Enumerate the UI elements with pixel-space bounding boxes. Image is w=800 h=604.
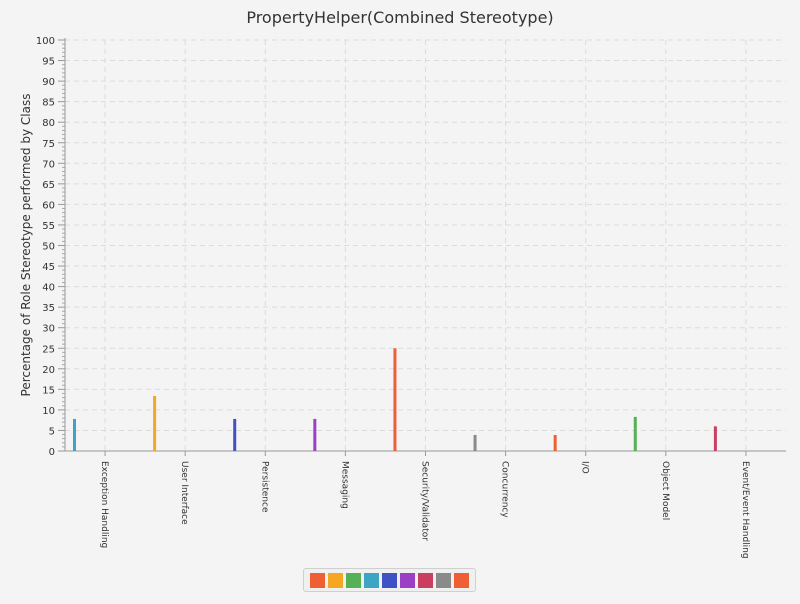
y-tick-label: 100: [36, 36, 55, 47]
y-axis-label: Percentage of Role Stereotype performed …: [19, 94, 33, 397]
bar: [713, 426, 717, 451]
bar: [73, 418, 76, 451]
y-tick-label: 55: [42, 221, 55, 232]
y-tick-label: 80: [42, 118, 55, 129]
legend-swatch: [364, 572, 379, 588]
grid: [65, 39, 786, 451]
y-tick-label: 0: [49, 447, 55, 458]
axes: 0 5 10 15 20 25 30 35 40 45 50 55 60 65 70 75 80 85 90 95 10…: [36, 36, 786, 458]
bars: [73, 348, 717, 451]
legend-swatch: [454, 572, 469, 588]
x-tick-label: Concurrency: [500, 461, 510, 518]
legend-swatch: [346, 572, 361, 588]
y-tick-label: 85: [42, 98, 55, 109]
y-tick-label: 25: [42, 344, 55, 355]
y-tick-label: 60: [42, 200, 55, 211]
chart-title: PropertyHelper(Combined Stereotype): [246, 8, 553, 27]
y-tick-label: 70: [42, 159, 55, 170]
legend-swatch: [382, 572, 397, 588]
legend-swatch: [328, 572, 343, 588]
x-tick-label: I/O: [580, 461, 590, 474]
bar: [633, 416, 637, 451]
bar: [393, 348, 397, 451]
y-tick-label: 50: [42, 242, 55, 253]
bar: [233, 418, 237, 451]
bar: [153, 395, 157, 451]
legend-swatch: [436, 572, 451, 588]
y-tick-label: 95: [42, 57, 55, 68]
y-tick-label: 35: [42, 303, 55, 314]
x-tick-label: Messaging: [339, 461, 349, 509]
x-tick-label: Persistence: [259, 461, 269, 513]
x-tick-label: Event/Event Handling: [740, 461, 750, 559]
y-tick-label: 75: [42, 139, 55, 150]
y-tick-label: 20: [42, 365, 55, 376]
bar: [473, 434, 477, 451]
y-tick-label: 90: [42, 77, 55, 88]
y-tick-label: 10: [42, 406, 55, 417]
bar: [313, 418, 317, 451]
y-tick-label: 30: [42, 324, 55, 335]
x-tick-label: Exception Handling: [99, 461, 109, 548]
legend-swatch: [400, 572, 415, 588]
legend-swatch: [418, 572, 433, 588]
y-tick-label: 15: [42, 385, 55, 396]
legend: [303, 568, 476, 592]
x-tick-label: User Interface: [179, 461, 189, 525]
y-tick-label: 40: [42, 283, 55, 294]
y-tick-label: 5: [49, 426, 55, 437]
x-tick-label: Object Model: [660, 461, 670, 520]
legend-swatch: [310, 572, 325, 588]
y-tick-label: 45: [42, 262, 55, 273]
y-tick-label: 65: [42, 180, 55, 191]
x-tick-labels: Exception Handling User Interface Persiste…: [99, 461, 750, 559]
bar: [553, 434, 557, 451]
x-tick-label: Security/Validator: [420, 461, 430, 541]
